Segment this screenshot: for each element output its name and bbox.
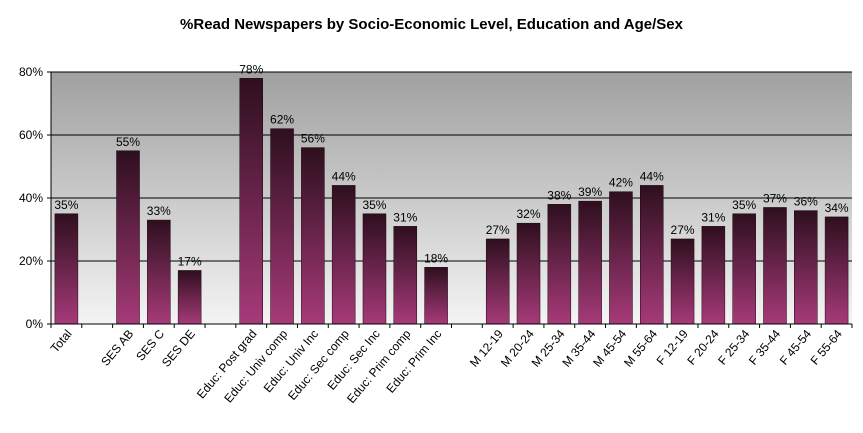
- bar: [147, 219, 171, 325]
- chart-title: %Read Newspapers by Socio-Economic Level…: [180, 16, 683, 33]
- bar: [177, 270, 202, 325]
- data-label: 34%: [825, 201, 849, 215]
- bar: [270, 128, 294, 325]
- bar: [485, 238, 510, 325]
- category-label: F 20-24: [684, 327, 722, 368]
- bar: [794, 210, 818, 325]
- bar: [578, 200, 602, 325]
- data-label: 37%: [763, 191, 787, 205]
- category-label: Total: [48, 327, 75, 355]
- bar: [763, 207, 787, 325]
- data-label: 42%: [609, 176, 633, 190]
- bar: [732, 213, 756, 325]
- y-tick-label: 60%: [19, 128, 43, 142]
- data-label: 17%: [178, 254, 202, 268]
- bar: [516, 222, 541, 325]
- bar: [424, 267, 448, 325]
- bar: [301, 147, 325, 325]
- data-label: 33%: [147, 204, 171, 218]
- data-label: 35%: [54, 198, 78, 212]
- bar: [331, 185, 356, 325]
- y-tick-label: 20%: [19, 254, 43, 268]
- bar: [824, 216, 849, 325]
- data-label: 31%: [393, 210, 417, 224]
- data-label: 35%: [732, 198, 756, 212]
- bar: [670, 238, 695, 325]
- bar: [609, 191, 633, 325]
- data-label: 38%: [547, 188, 571, 202]
- data-label: 44%: [640, 169, 664, 183]
- data-label: 31%: [701, 210, 725, 224]
- data-label: 78%: [239, 62, 263, 76]
- bar: [116, 150, 140, 325]
- y-tick-label: 40%: [19, 191, 43, 205]
- category-label: F 25-34: [715, 327, 753, 368]
- bar: [393, 226, 418, 325]
- category-label: F 35-44: [746, 327, 784, 368]
- bar: [701, 226, 726, 325]
- data-label: 35%: [362, 198, 386, 212]
- bar: [239, 78, 263, 325]
- bars: 35% 55% 33% 17% 78% 62% 56% 44% 35% 31% 18% 27% 32% 3…: [54, 62, 849, 325]
- category-label: Educ: Prim Inc: [384, 327, 445, 396]
- bar: [362, 213, 387, 325]
- category-label: F 12-19: [654, 327, 692, 368]
- bar: [640, 185, 664, 325]
- data-label: 62%: [270, 113, 294, 127]
- data-label: 39%: [578, 185, 602, 199]
- category-label: F 45-54: [777, 327, 815, 368]
- y-tick-label: 80%: [19, 65, 43, 79]
- category-label: SES DE: [159, 327, 198, 370]
- bar: [54, 213, 79, 325]
- category-label: SES AB: [98, 327, 136, 369]
- y-tick-label: 0%: [26, 317, 44, 331]
- data-label: 55%: [116, 135, 140, 149]
- data-label: 36%: [794, 195, 818, 209]
- data-label: 27%: [486, 223, 510, 237]
- data-label: 18%: [424, 251, 448, 265]
- data-label: 56%: [301, 132, 325, 146]
- data-label: 32%: [517, 207, 541, 221]
- data-label: 27%: [671, 223, 695, 237]
- data-label: 44%: [332, 169, 356, 183]
- category-label: F 55-64: [808, 327, 846, 368]
- category-label: M 55-64: [621, 327, 660, 370]
- y-axis-ticks: 0% 20% 40% 60% 80%: [19, 65, 51, 331]
- bar: [547, 204, 572, 325]
